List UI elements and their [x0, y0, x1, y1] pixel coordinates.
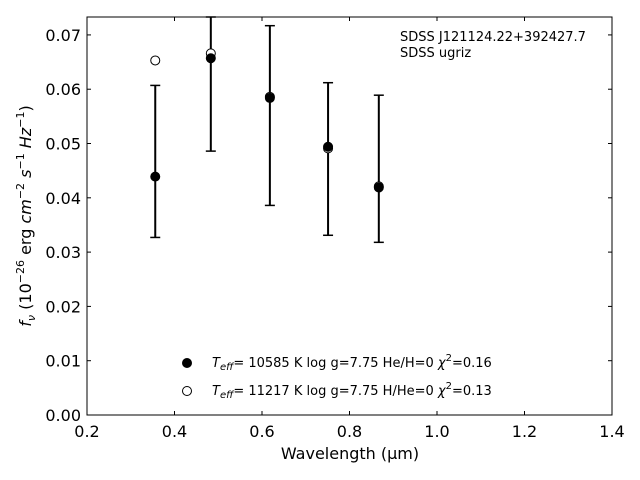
legend-marker-open — [182, 386, 192, 396]
y-tick-label: 0.03 — [45, 243, 81, 262]
x-tick-label: 1.4 — [599, 422, 624, 441]
y-tick-label: 0.01 — [45, 352, 81, 371]
y-tick-label: 0.02 — [45, 297, 81, 316]
legend: Teff= 10585 K log g=7.75 He/H=0 χ2=0.16 … — [182, 353, 492, 401]
annotation-object-name: SDSS J121124.22+392427.7 — [400, 30, 586, 45]
data-marks — [150, 16, 384, 244]
legend-marker-filled — [182, 358, 192, 368]
x-axis-label: Wavelength (μm) — [281, 444, 419, 463]
data-point-filled — [150, 171, 161, 182]
x-tick-label: 0.6 — [249, 422, 274, 441]
y-tick-label: 0.06 — [45, 80, 81, 99]
data-point-filled — [205, 53, 216, 64]
x-tick-label: 1.0 — [424, 422, 449, 441]
annotation-survey: SDSS ugriz — [400, 46, 471, 61]
y-tick-label: 0.04 — [45, 189, 81, 208]
plot-area — [86, 16, 613, 416]
legend-label-filled: Teff= 10585 K log g=7.75 He/H=0 χ2=0.16 — [212, 353, 492, 373]
data-point-filled — [373, 182, 384, 193]
x-tick-label: 0.2 — [74, 422, 99, 441]
data-point-filled — [323, 141, 334, 152]
y-axis-label: fν (10−26 erg cm−2 s−1 Hz−1) — [14, 105, 38, 326]
y-tick-label: 0.05 — [45, 135, 81, 154]
data-point-open — [150, 55, 161, 66]
x-tick-label: 0.8 — [337, 422, 362, 441]
data-point-filled — [264, 92, 275, 103]
y-tick-label: 0.07 — [45, 26, 81, 45]
legend-label-open: Teff= 11217 K log g=7.75 H/He=0 χ2=0.13 — [212, 381, 492, 401]
axis-ticks: 0.2 0.4 0.6 0.8 1.0 1.2 1.4 0.00 0.01 0.02 0.03 0.0… — [45, 17, 625, 441]
x-tick-label: 0.4 — [162, 422, 187, 441]
y-tick-label: 0.00 — [45, 406, 81, 425]
x-tick-label: 1.2 — [512, 422, 537, 441]
